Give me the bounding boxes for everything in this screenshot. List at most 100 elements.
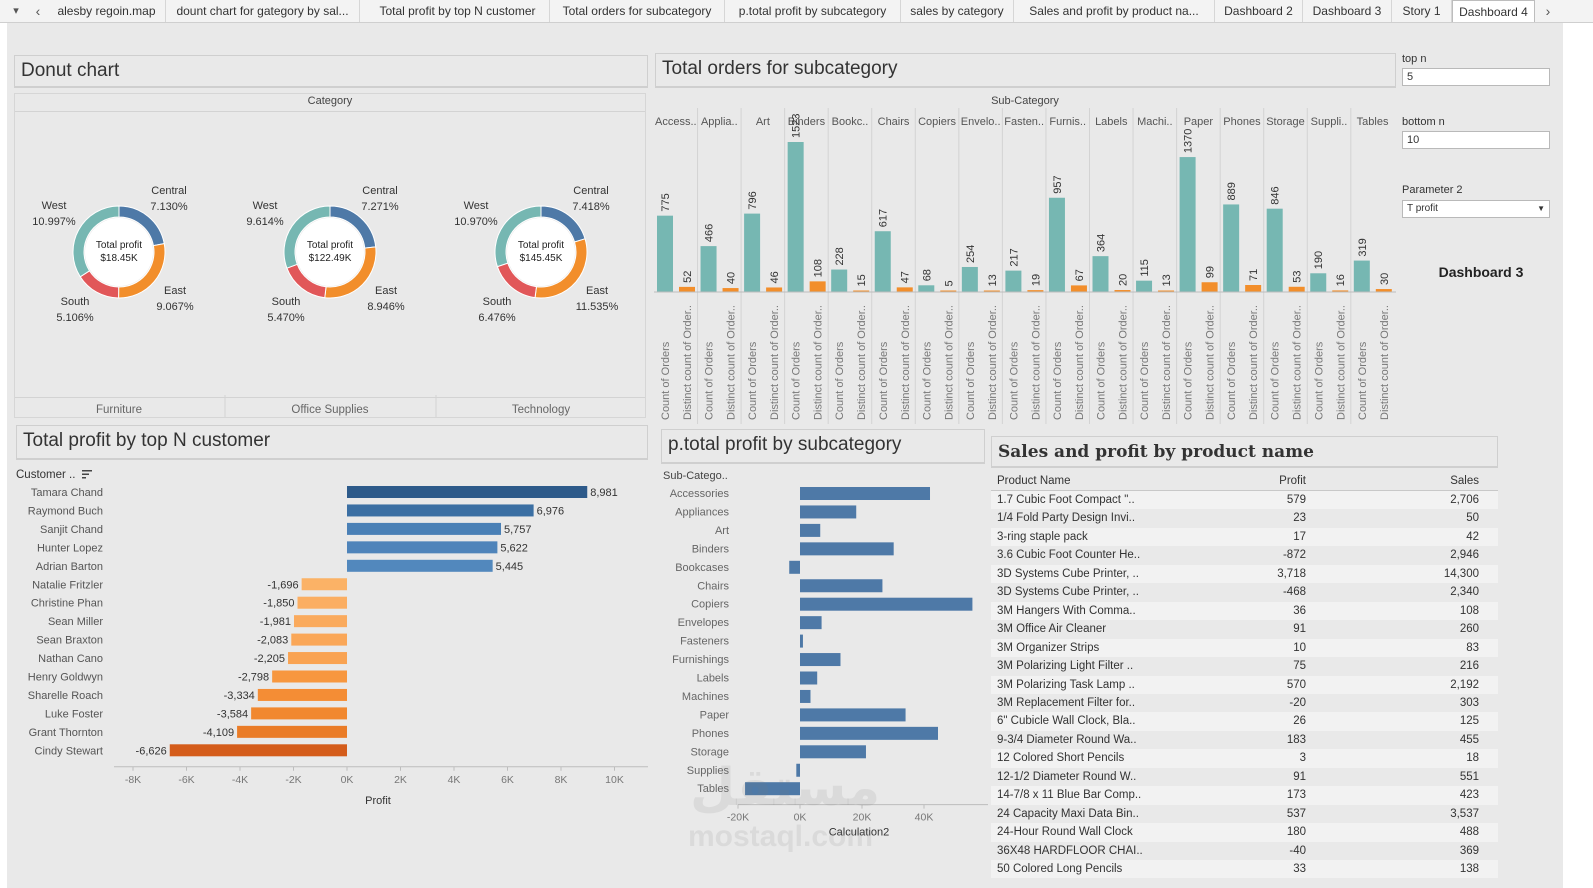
table-row[interactable]: 1/4 Fold Party Design Invi.. 23 50 — [991, 509, 1498, 527]
orders-bar-distinct[interactable] — [983, 290, 1000, 293]
subprofit-bar[interactable] — [800, 634, 803, 648]
table-row[interactable]: 3M Polarizing Task Lamp .. 570 2,192 — [991, 675, 1498, 694]
orders-bar-count[interactable] — [1353, 260, 1370, 292]
donut-slice-west[interactable] — [72, 205, 120, 278]
customer-bar[interactable] — [301, 578, 347, 591]
table-row[interactable]: 12 Colored Short Pencils 3 18 — [991, 749, 1498, 768]
subprofit-bar[interactable] — [800, 616, 822, 630]
donut-slice-west[interactable] — [283, 205, 331, 269]
table-row[interactable]: 36X48 HARDFLOOR CHAI.. -40 369 — [991, 842, 1498, 860]
customer-bar[interactable] — [291, 633, 347, 646]
parameter-2-select[interactable]: T profit ▼ — [1402, 200, 1550, 218]
orders-bar-count[interactable] — [1179, 157, 1196, 292]
orders-bar-distinct[interactable] — [1027, 290, 1044, 292]
orders-bar-distinct[interactable] — [766, 287, 783, 292]
orders-bar-distinct[interactable] — [1158, 290, 1175, 293]
col-header-profit[interactable]: Profit — [1279, 475, 1306, 487]
tab-9[interactable]: Dashboard 3 — [1303, 0, 1392, 22]
orders-bar-distinct[interactable] — [1288, 286, 1305, 292]
tab-menu-icon[interactable]: ▾ — [13, 5, 19, 17]
subprofit-bar[interactable] — [800, 487, 931, 500]
orders-bar-distinct[interactable] — [722, 288, 739, 292]
col-header-sales[interactable]: Sales — [1450, 475, 1479, 487]
table-row[interactable]: 3M Office Air Cleaner 91 260 — [991, 620, 1498, 638]
customer-header[interactable]: Customer .. — [16, 469, 92, 481]
orders-bar-count[interactable] — [831, 269, 848, 292]
tab-scroll-right-icon[interactable]: › — [1545, 3, 1551, 19]
orders-bar-distinct[interactable] — [809, 281, 826, 292]
table-row[interactable]: 6" Cubicle Wall Clock, Bla.. 26 125 — [991, 712, 1498, 731]
tab-10[interactable]: Story 1 — [1392, 0, 1452, 22]
orders-bar-distinct[interactable] — [853, 290, 870, 293]
subprofit-bar[interactable] — [745, 782, 800, 796]
orders-bar-distinct[interactable] — [679, 286, 695, 292]
orders-bar-count[interactable] — [961, 266, 978, 292]
orders-bar-distinct[interactable] — [1114, 290, 1131, 292]
tab-2[interactable]: dount chart for gategory by sal... — [166, 0, 360, 22]
table-row[interactable]: 24 Capacity Maxi Data Bin.. 537 3,537 — [991, 805, 1498, 823]
orders-bar-distinct[interactable] — [1070, 285, 1087, 292]
subprofit-bar[interactable] — [800, 745, 866, 759]
tab-7[interactable]: Sales and profit by product na... — [1014, 0, 1215, 22]
table-row[interactable]: 3M Replacement Filter for.. -20 303 — [991, 694, 1498, 712]
orders-bar-distinct[interactable] — [1245, 285, 1262, 292]
tab-3[interactable]: Total profit by top N customer — [366, 0, 550, 22]
sort-icon[interactable] — [81, 469, 92, 479]
table-row[interactable]: 24-Hour Round Wall Clock 180 488 — [991, 823, 1498, 842]
table-row[interactable]: 50 Colored Long Pencils 33 138 — [991, 860, 1498, 879]
table-row[interactable]: 3M Organizer Strips 10 83 — [991, 638, 1498, 658]
customer-bar[interactable] — [237, 725, 347, 738]
table-row[interactable]: 3D Systems Cube Printer, .. -468 2,340 — [991, 583, 1498, 601]
orders-bar-count[interactable] — [657, 215, 673, 292]
orders-bar-count[interactable] — [700, 246, 717, 292]
orders-bar-count[interactable] — [918, 285, 935, 292]
orders-bar-count[interactable] — [744, 213, 761, 292]
subprofit-bar[interactable] — [800, 708, 906, 722]
customer-bar[interactable] — [251, 707, 347, 720]
tab-6[interactable]: sales by category — [901, 0, 1014, 22]
bottom-n-input[interactable]: 10 — [1402, 131, 1550, 149]
donut-slice-west[interactable] — [494, 205, 542, 268]
table-row[interactable]: 3D Systems Cube Printer, .. 3,718 14,300 — [991, 564, 1498, 584]
orders-bar-count[interactable] — [1223, 204, 1240, 292]
orders-bar-count[interactable] — [1005, 270, 1022, 292]
tab-1[interactable]: alesby regoin.map — [48, 0, 166, 22]
subprofit-bar[interactable] — [800, 689, 811, 703]
table-row[interactable]: 9-3/4 Diameter Round Wa.. 183 455 — [991, 731, 1498, 749]
table-row[interactable]: 3-ring staple pack 17 42 — [991, 527, 1498, 547]
orders-bar-count[interactable] — [874, 231, 891, 292]
customer-bar[interactable] — [294, 615, 347, 628]
orders-bar-count[interactable] — [787, 142, 804, 292]
subprofit-bar[interactable] — [800, 597, 973, 611]
customer-bar[interactable] — [347, 522, 501, 535]
tab-5[interactable]: p.total profit by subcategory — [725, 0, 901, 22]
subprofit-bar[interactable] — [800, 542, 894, 556]
table-row[interactable]: 1.7 Cubic Foot Compact ".. 579 2,706 — [991, 491, 1498, 510]
orders-bar-distinct[interactable] — [1375, 289, 1392, 292]
subprofit-bar[interactable] — [800, 505, 857, 519]
subprofit-bar[interactable] — [789, 560, 800, 574]
table-row[interactable]: 3M Polarizing Light Filter .. 75 216 — [991, 657, 1498, 675]
top-n-input[interactable]: 5 — [1402, 68, 1550, 86]
customer-bar[interactable] — [257, 688, 347, 701]
customer-bar[interactable] — [347, 486, 588, 498]
orders-bar-distinct[interactable] — [1332, 290, 1349, 292]
table-row[interactable]: 14-7/8 x 11 Blue Bar Comp.. 173 423 — [991, 786, 1498, 805]
subprofit-bar[interactable] — [800, 726, 938, 740]
customer-bar[interactable] — [297, 596, 347, 609]
tab-8[interactable]: Dashboard 2 — [1215, 0, 1303, 22]
col-header-product-name[interactable]: Product Name — [997, 475, 1071, 487]
customer-bar[interactable] — [347, 559, 493, 572]
subprofit-bar[interactable] — [796, 763, 800, 777]
customer-bar[interactable] — [347, 541, 498, 554]
subprofit-bar[interactable] — [800, 671, 818, 685]
table-row[interactable]: 3M Hangers With Comma.. 36 108 — [991, 601, 1498, 621]
tab-scroll-left-icon[interactable]: ‹ — [35, 3, 41, 19]
orders-bar-count[interactable] — [1266, 208, 1283, 292]
customer-bar[interactable] — [347, 504, 534, 517]
orders-bar-distinct[interactable] — [940, 290, 957, 293]
orders-bar-distinct[interactable] — [896, 287, 913, 292]
tab-11[interactable]: Dashboard 4 — [1452, 0, 1535, 22]
orders-bar-count[interactable] — [1048, 197, 1065, 292]
orders-bar-count[interactable] — [1136, 280, 1153, 292]
